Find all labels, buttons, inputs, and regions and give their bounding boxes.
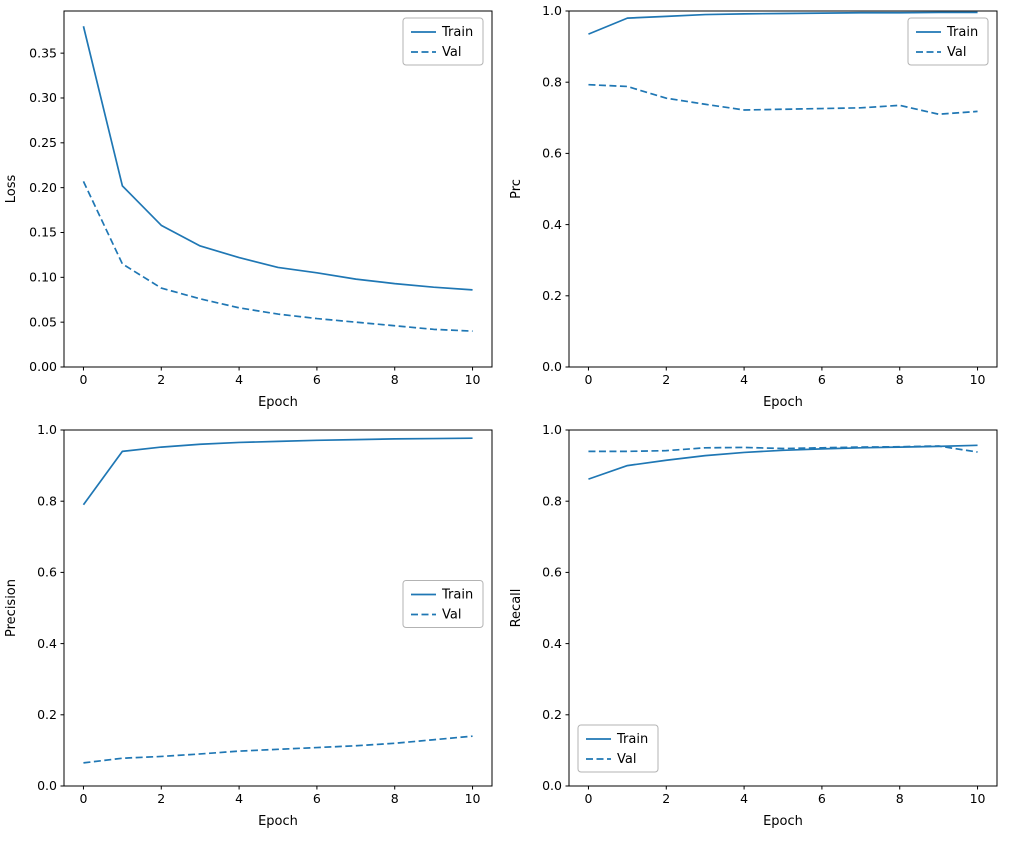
x-tick-label: 8 xyxy=(896,372,904,387)
x-axis-label: Epoch xyxy=(763,814,803,829)
y-tick-label: 0.15 xyxy=(29,225,57,240)
x-axis-label: Epoch xyxy=(258,395,298,410)
subplot-prc: 0 2 4 6 8 10 0.0 0.2 0.4 0.6 0.8 1.0 Epoch Prc Train Va… xyxy=(505,0,1010,419)
val-line xyxy=(588,445,978,453)
x-tick-label: 2 xyxy=(662,791,670,806)
y-tick-label: 0.0 xyxy=(542,778,562,793)
x-axis-label: Epoch xyxy=(763,395,803,410)
y-tick-label: 0.30 xyxy=(29,90,57,105)
legend-box xyxy=(907,17,989,66)
y-tick-label: 0.8 xyxy=(542,74,562,89)
val-line xyxy=(82,181,473,332)
y-axis-label: Precision xyxy=(4,579,19,637)
legend-box xyxy=(577,724,659,773)
x-tick-label: 10 xyxy=(970,372,986,387)
legend-box xyxy=(402,17,484,66)
x-tick-label: 2 xyxy=(157,791,165,806)
val-line xyxy=(588,83,978,116)
y-tick-label: 1.0 xyxy=(542,422,562,437)
y-tick-label: 0.2 xyxy=(542,707,562,722)
y-tick-label: 1.0 xyxy=(542,3,562,18)
subplot-recall: 0 2 4 6 8 10 0.0 0.2 0.4 0.6 0.8 1.0 Epoch Recall Trai… xyxy=(505,419,1010,838)
loss-plot-svg: 0 2 4 6 8 10 0.00 0.05 0.10 0.15 0.20 0.25 0.30 0.35 E… xyxy=(4,10,493,410)
prc-plot-svg: 0 2 4 6 8 10 0.0 0.2 0.4 0.6 0.8 1.0 Epoch Prc Train Va… xyxy=(509,3,998,410)
legend: Train Val xyxy=(907,17,989,66)
x-tick-label: 6 xyxy=(818,791,826,806)
x-axis-label: Epoch xyxy=(258,814,298,829)
subplot-loss: 0 2 4 6 8 10 0.00 0.05 0.10 0.15 0.20 0.25 0.30 0.35 E… xyxy=(0,0,505,419)
train-line xyxy=(588,444,978,480)
y-tick-label: 0.8 xyxy=(37,493,57,508)
legend: Train Val xyxy=(402,580,484,628)
recall-plot-svg: 0 2 4 6 8 10 0.0 0.2 0.4 0.6 0.8 1.0 Epoch Recall Trai… xyxy=(509,422,998,829)
x-tick-label: 0 xyxy=(584,372,592,387)
x-tick-label: 2 xyxy=(662,372,670,387)
x-tick-label: 6 xyxy=(818,372,826,387)
x-tick-label: 4 xyxy=(740,372,748,387)
legend-val-label: Val xyxy=(947,45,966,60)
y-tick-label: 0.35 xyxy=(29,45,57,60)
axes-frame xyxy=(63,429,493,787)
y-axis-label: Loss xyxy=(4,175,19,204)
y-tick-label: 0.2 xyxy=(542,288,562,303)
axes-frame xyxy=(63,10,493,368)
legend-train-label: Train xyxy=(616,732,648,747)
y-tick-label: 0.4 xyxy=(542,217,562,232)
x-tick-label: 0 xyxy=(584,791,592,806)
y-axis-label: Recall xyxy=(509,589,524,628)
y-tick-label: 0.6 xyxy=(37,565,57,580)
y-tick-label: 0.10 xyxy=(29,270,57,285)
y-tick-label: 0.0 xyxy=(542,359,562,374)
y-axis-label: Prc xyxy=(509,179,524,199)
y-tick-label: 0.00 xyxy=(29,359,57,374)
y-tick-label: 0.25 xyxy=(29,135,57,150)
x-tick-label: 4 xyxy=(740,791,748,806)
x-tick-label: 8 xyxy=(896,791,904,806)
x-tick-label: 0 xyxy=(79,372,87,387)
y-tick-label: 0.0 xyxy=(37,778,57,793)
y-tick-label: 0.4 xyxy=(542,636,562,651)
y-tick-label: 1.0 xyxy=(37,422,57,437)
legend: Train Val xyxy=(402,17,484,66)
axes-frame xyxy=(568,429,998,787)
val-line xyxy=(83,735,473,764)
train-line xyxy=(82,437,473,506)
legend-val-label: Val xyxy=(442,45,461,60)
legend-box xyxy=(402,580,484,628)
x-tick-label: 4 xyxy=(235,372,243,387)
train-line xyxy=(588,11,978,35)
subplot-precision: 0 2 4 6 8 10 0.0 0.2 0.4 0.6 0.8 1.0 Epoch Precision T… xyxy=(0,419,505,838)
legend: Train Val xyxy=(577,724,659,773)
legend-val-label: Val xyxy=(617,752,636,767)
legend-train-label: Train xyxy=(946,25,978,40)
train-line xyxy=(82,26,473,291)
legend-train-label: Train xyxy=(441,25,473,40)
y-tick-label: 0.4 xyxy=(37,636,57,651)
x-tick-label: 10 xyxy=(465,372,481,387)
legend-val-label: Val xyxy=(442,608,461,623)
y-tick-label: 0.8 xyxy=(542,493,562,508)
y-tick-label: 0.6 xyxy=(542,565,562,580)
x-tick-label: 4 xyxy=(235,791,243,806)
axes-frame xyxy=(568,10,998,368)
x-tick-label: 8 xyxy=(391,791,399,806)
y-tick-label: 0.20 xyxy=(29,180,57,195)
x-tick-label: 8 xyxy=(391,372,399,387)
legend-train-label: Train xyxy=(441,588,473,603)
x-tick-label: 2 xyxy=(157,372,165,387)
x-tick-label: 10 xyxy=(970,791,986,806)
y-tick-label: 0.2 xyxy=(37,707,57,722)
y-tick-label: 0.05 xyxy=(29,314,57,329)
x-tick-label: 10 xyxy=(465,791,481,806)
precision-plot-svg: 0 2 4 6 8 10 0.0 0.2 0.4 0.6 0.8 1.0 Epoch Precision T… xyxy=(4,422,493,829)
y-tick-label: 0.6 xyxy=(542,146,562,161)
x-tick-label: 6 xyxy=(313,372,321,387)
x-tick-label: 6 xyxy=(313,791,321,806)
x-tick-label: 0 xyxy=(79,791,87,806)
